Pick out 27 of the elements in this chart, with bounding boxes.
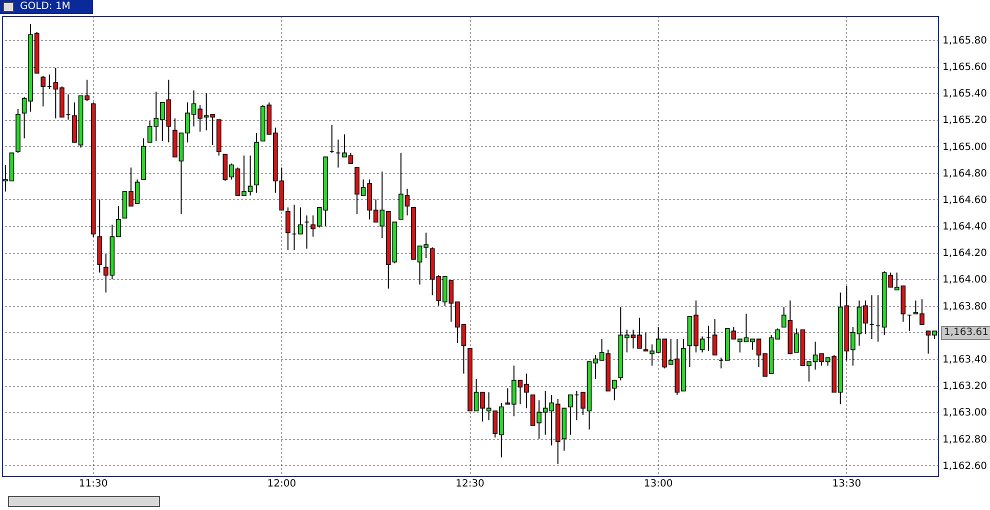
y-tick-label: 1,165.60: [942, 62, 988, 74]
candlestick: [286, 206, 290, 250]
y-tick-label: 1,164.60: [942, 194, 988, 206]
y-tick-label: 1,164.00: [942, 274, 988, 286]
x-tick-label: 13:00: [644, 478, 673, 490]
x-tick-label: 13:30: [832, 478, 862, 490]
x-tick-label: 12:00: [267, 478, 296, 490]
y-tick-label: 1,163.20: [942, 381, 988, 392]
x-tick-label: 12:30: [456, 478, 484, 490]
y-tick-label: 1,165.20: [942, 115, 988, 126]
chart-title: GOLD: 1M: [20, 0, 70, 14]
candlestick: [40, 75, 46, 107]
y-tick-label: 1,164.20: [942, 248, 988, 260]
x-tick-label: 11:30: [78, 478, 108, 490]
y-tick-label: 1,165.80: [942, 35, 988, 46]
candlestick: [298, 206, 303, 235]
y-tick-label: 1,165.00: [942, 142, 988, 153]
y-tick-label: 1,162.80: [942, 434, 988, 446]
text: 1,163.61: [941, 326, 990, 340]
y-tick-label: 1,163.00: [942, 408, 988, 419]
y-tick-label: 1,164.80: [942, 168, 988, 180]
y-tick-label: 1,163.80: [942, 301, 988, 312]
y-tick-label: 1,165.40: [942, 88, 988, 100]
y-tick-label: 1,163.40: [942, 354, 988, 366]
y-tick-label: 1,164.40: [942, 222, 988, 233]
y-tick-label: 1,162.60: [942, 460, 988, 472]
candlestick: [712, 318, 718, 356]
